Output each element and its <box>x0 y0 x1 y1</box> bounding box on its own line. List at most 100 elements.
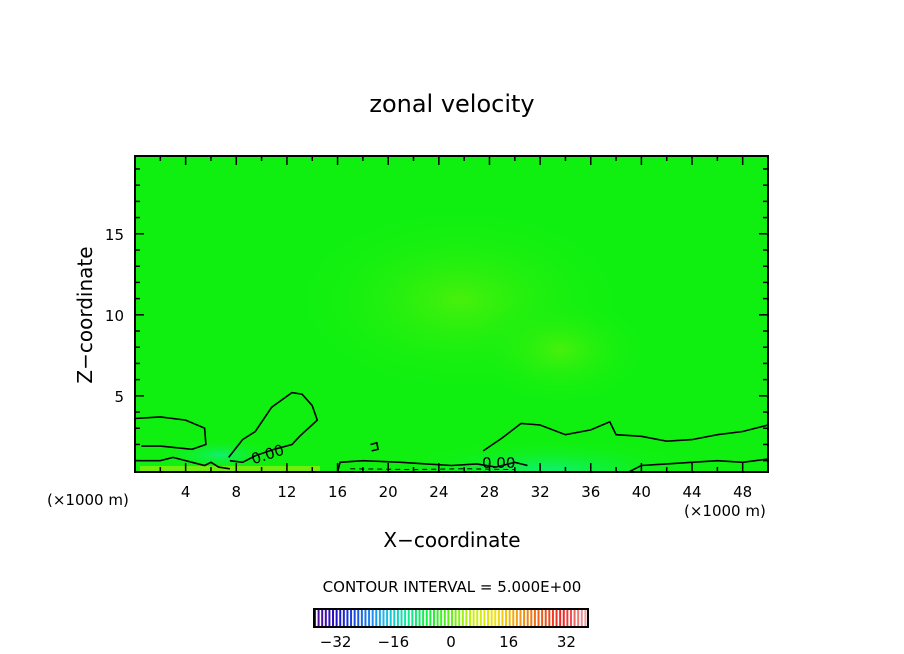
colorbar: −32 −16 0 16 32 <box>313 608 589 651</box>
colorbar-tick-label: 16 <box>499 633 518 651</box>
colorbar-stripe <box>461 609 464 627</box>
x-axis-ticks <box>159 156 744 472</box>
y-tick-label: 15 <box>105 226 124 244</box>
x-tick-label: 16 <box>328 483 347 501</box>
colorbar-stripe <box>515 609 518 627</box>
contour-left-base <box>135 456 231 470</box>
colorbar-stripe <box>407 609 410 627</box>
x-tick-label: 8 <box>232 483 242 501</box>
x-tick-label: 32 <box>531 483 550 501</box>
x-tick-label: 12 <box>277 483 296 501</box>
colorbar-stripe <box>404 609 407 627</box>
colorbar-stripe <box>577 609 580 627</box>
x-tick-label: 36 <box>581 483 600 501</box>
colorbar-tick-label: −16 <box>377 633 409 651</box>
contour-right-band <box>482 420 768 452</box>
x-units-label-right: (×1000 m) <box>684 502 766 520</box>
colorbar-stripe <box>580 609 583 627</box>
colorbar-stripe <box>386 609 389 627</box>
x-units-label-left: (×1000 m) <box>47 491 129 509</box>
colorbar-tick-label: −32 <box>320 633 352 651</box>
colorbar-stripe <box>447 609 450 627</box>
x-tick-label: 4 <box>181 483 191 501</box>
colorbar-stripe <box>317 609 320 627</box>
negative-velocity-region-left <box>160 439 280 471</box>
colorbar-stripe <box>328 609 331 627</box>
colorbar-stripe <box>465 609 468 627</box>
colorbar-stripe <box>382 609 385 627</box>
colorbar-stripe <box>411 609 414 627</box>
colorbar-stripe <box>548 609 551 627</box>
contour-hill-12 <box>228 391 319 464</box>
colorbar-stripe <box>494 609 497 627</box>
colorbar-stripe <box>562 609 565 627</box>
contour-small-loop-18 <box>370 441 380 452</box>
contour-label-1: 0.00 <box>482 454 515 472</box>
colorbar-stripe <box>364 609 367 627</box>
colorbar-stripe <box>541 609 544 627</box>
colorbar-stripe <box>425 609 428 627</box>
colorbar-stripe <box>519 609 522 627</box>
colorbar-stripe <box>451 609 453 627</box>
x-tick-label: 28 <box>480 483 499 501</box>
colorbar-stripe <box>393 609 396 627</box>
colorbar-stripe <box>335 609 338 627</box>
colorbar-stripe <box>566 609 569 627</box>
colorbar-stripe <box>396 609 399 627</box>
surface-positive-strip <box>140 466 320 472</box>
colorbar-stripe <box>389 609 392 627</box>
colorbar-stripe <box>476 609 479 627</box>
colorbar-stripe <box>530 609 533 627</box>
colorbar-stripe <box>508 609 511 627</box>
colorbar-stripe <box>353 609 356 627</box>
positive-velocity-core <box>470 295 650 405</box>
colorbar-stripe <box>526 609 529 627</box>
colorbar-stripe <box>505 609 508 627</box>
colorbar-stripe <box>559 609 562 627</box>
colorbar-frame <box>313 608 589 628</box>
colorbar-stripe <box>429 609 432 627</box>
colorbar-stripe <box>490 609 493 627</box>
chart-title: zonal velocity <box>369 90 534 118</box>
colorbar-stripe <box>551 609 554 627</box>
colorbar-stripe <box>472 609 475 627</box>
contour-left-blob <box>135 416 207 451</box>
colorbar-stripe <box>569 609 572 627</box>
colorbar-stripe <box>400 609 403 627</box>
colorbar-stripe <box>332 609 335 627</box>
colorbar-stripe <box>342 609 345 627</box>
colorbar-stripe <box>512 609 515 627</box>
colorbar-stripe <box>346 609 349 627</box>
colorbar-stripe <box>371 609 374 627</box>
colorbar-stripe <box>375 609 378 627</box>
x-tick-label: 24 <box>429 483 448 501</box>
colorbar-stripe <box>533 609 536 627</box>
x-axis-label: X−coordinate <box>383 528 520 552</box>
colorbar-stripe <box>479 609 482 627</box>
colorbar-stripe <box>360 609 363 627</box>
colorbar-stripe <box>555 609 558 627</box>
y-axis-ticks <box>135 168 768 462</box>
colorbar-stripe <box>350 609 353 627</box>
colorbar-stripes <box>314 609 587 627</box>
y-tick-labels: 5 10 15 <box>105 226 124 406</box>
y-tick-label: 10 <box>105 307 124 325</box>
colorbar-stripe <box>497 609 500 627</box>
colorbar-stripe <box>418 609 421 627</box>
colorbar-tick-labels: −32 −16 0 16 32 <box>320 633 576 651</box>
colorbar-stripe <box>378 609 381 627</box>
contour-interval-label: CONTOUR INTERVAL = 5.000E+00 <box>323 578 582 596</box>
colorbar-stripe <box>483 609 486 627</box>
colorbar-stripe <box>440 609 443 627</box>
colorbar-stripe <box>324 609 327 627</box>
colorbar-stripe <box>544 609 547 627</box>
y-axis-label: Z−coordinate <box>73 246 97 383</box>
y-tick-label: 5 <box>114 388 124 406</box>
x-tick-label: 40 <box>632 483 651 501</box>
colorbar-tick-label: 0 <box>446 633 456 651</box>
plot-area: 0.00 0.00 <box>134 155 769 473</box>
colorbar-stripe <box>454 609 457 627</box>
colorbar-stripe <box>487 609 490 627</box>
x-tick-label: 20 <box>379 483 398 501</box>
colorbar-stripe <box>436 609 439 627</box>
